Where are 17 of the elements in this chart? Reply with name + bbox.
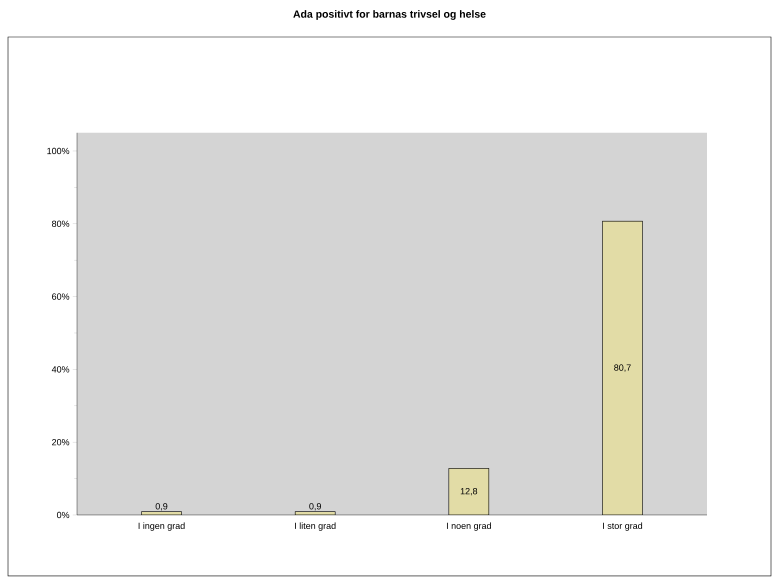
- chart-title: Ada positivt for barnas trivsel og helse: [293, 10, 486, 20]
- y-tick-label: 40%: [52, 366, 70, 373]
- y-tick-label: 100%: [47, 148, 70, 154]
- x-tick-label: I ingen grad: [138, 522, 185, 531]
- data-label: 0,9: [309, 503, 321, 511]
- x-tick-label: I liten grad: [295, 522, 336, 531]
- data-label: 0,9: [156, 503, 168, 511]
- y-tick-label: 60%: [52, 293, 70, 300]
- x-tick-label: I stor grad: [603, 522, 642, 531]
- y-tick-label: 80%: [52, 220, 70, 227]
- y-tick-label: 20%: [52, 439, 70, 446]
- data-label: 80,7: [614, 364, 631, 372]
- y-tick-label: 0%: [56, 512, 70, 518]
- bar: [602, 220, 643, 515]
- data-label: 12,8: [460, 488, 478, 496]
- x-tick-label: I noen grad: [446, 522, 491, 531]
- bar: [448, 468, 489, 515]
